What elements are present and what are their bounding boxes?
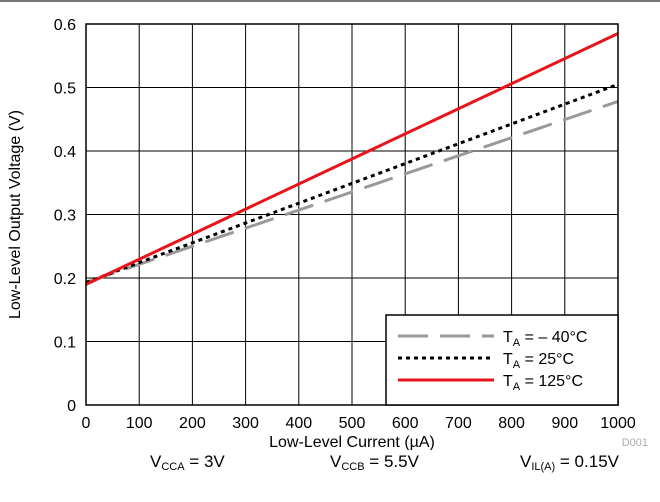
legend-label: TA = – 40°C [503,329,587,349]
condition-vccb: VCCB = 5.5V [330,452,419,473]
series-line-0 [85,100,619,284]
y-axis-title: Low-Level Output Voltage (V) [7,110,24,319]
condition-vcca: VCCA = 3V [150,452,225,473]
x-tick-label: 200 [179,415,206,432]
x-tick-label: 500 [339,415,366,432]
plot-frame [85,23,619,406]
x-tick-label: 0 [82,415,91,432]
figure-id: D001 [622,437,648,449]
y-tick-label: 0.4 [54,144,76,161]
line-chart: 0 100 200 300 400 500 600 700 800 900 1000 0 0.1 0.2 0… [7,17,648,450]
x-tick-label: 600 [392,415,419,432]
series-line-2 [85,32,619,286]
y-tick-label: 0.5 [54,81,76,98]
y-tick-label: 0.6 [54,17,76,34]
top-rule [0,0,660,2]
x-tick-label: 900 [551,415,578,432]
legend-label: TA = 125°C [503,373,583,393]
x-tick-label: 100 [126,415,153,432]
x-axis-title: Low-Level Current (µA) [269,434,435,450]
legend-box [385,314,619,406]
x-tick-label: 800 [498,415,525,432]
x-tick-label: 700 [445,415,472,432]
y-tick-label: 0.2 [54,271,76,288]
legend-label: TA = 25°C [503,351,574,371]
legend: TA = – 40°CTA = 25°CTA = 125°C [385,314,619,406]
series-line-1 [85,82,619,284]
y-tick-label: 0 [67,398,76,415]
x-tick-label: 1000 [600,415,636,432]
x-tick-label: 400 [285,415,312,432]
y-tick-label: 0.3 [54,208,76,225]
condition-vil: VIL(A) = 0.15V [520,452,619,473]
y-tick-label: 0.1 [54,335,76,352]
x-tick-label: 300 [232,415,259,432]
